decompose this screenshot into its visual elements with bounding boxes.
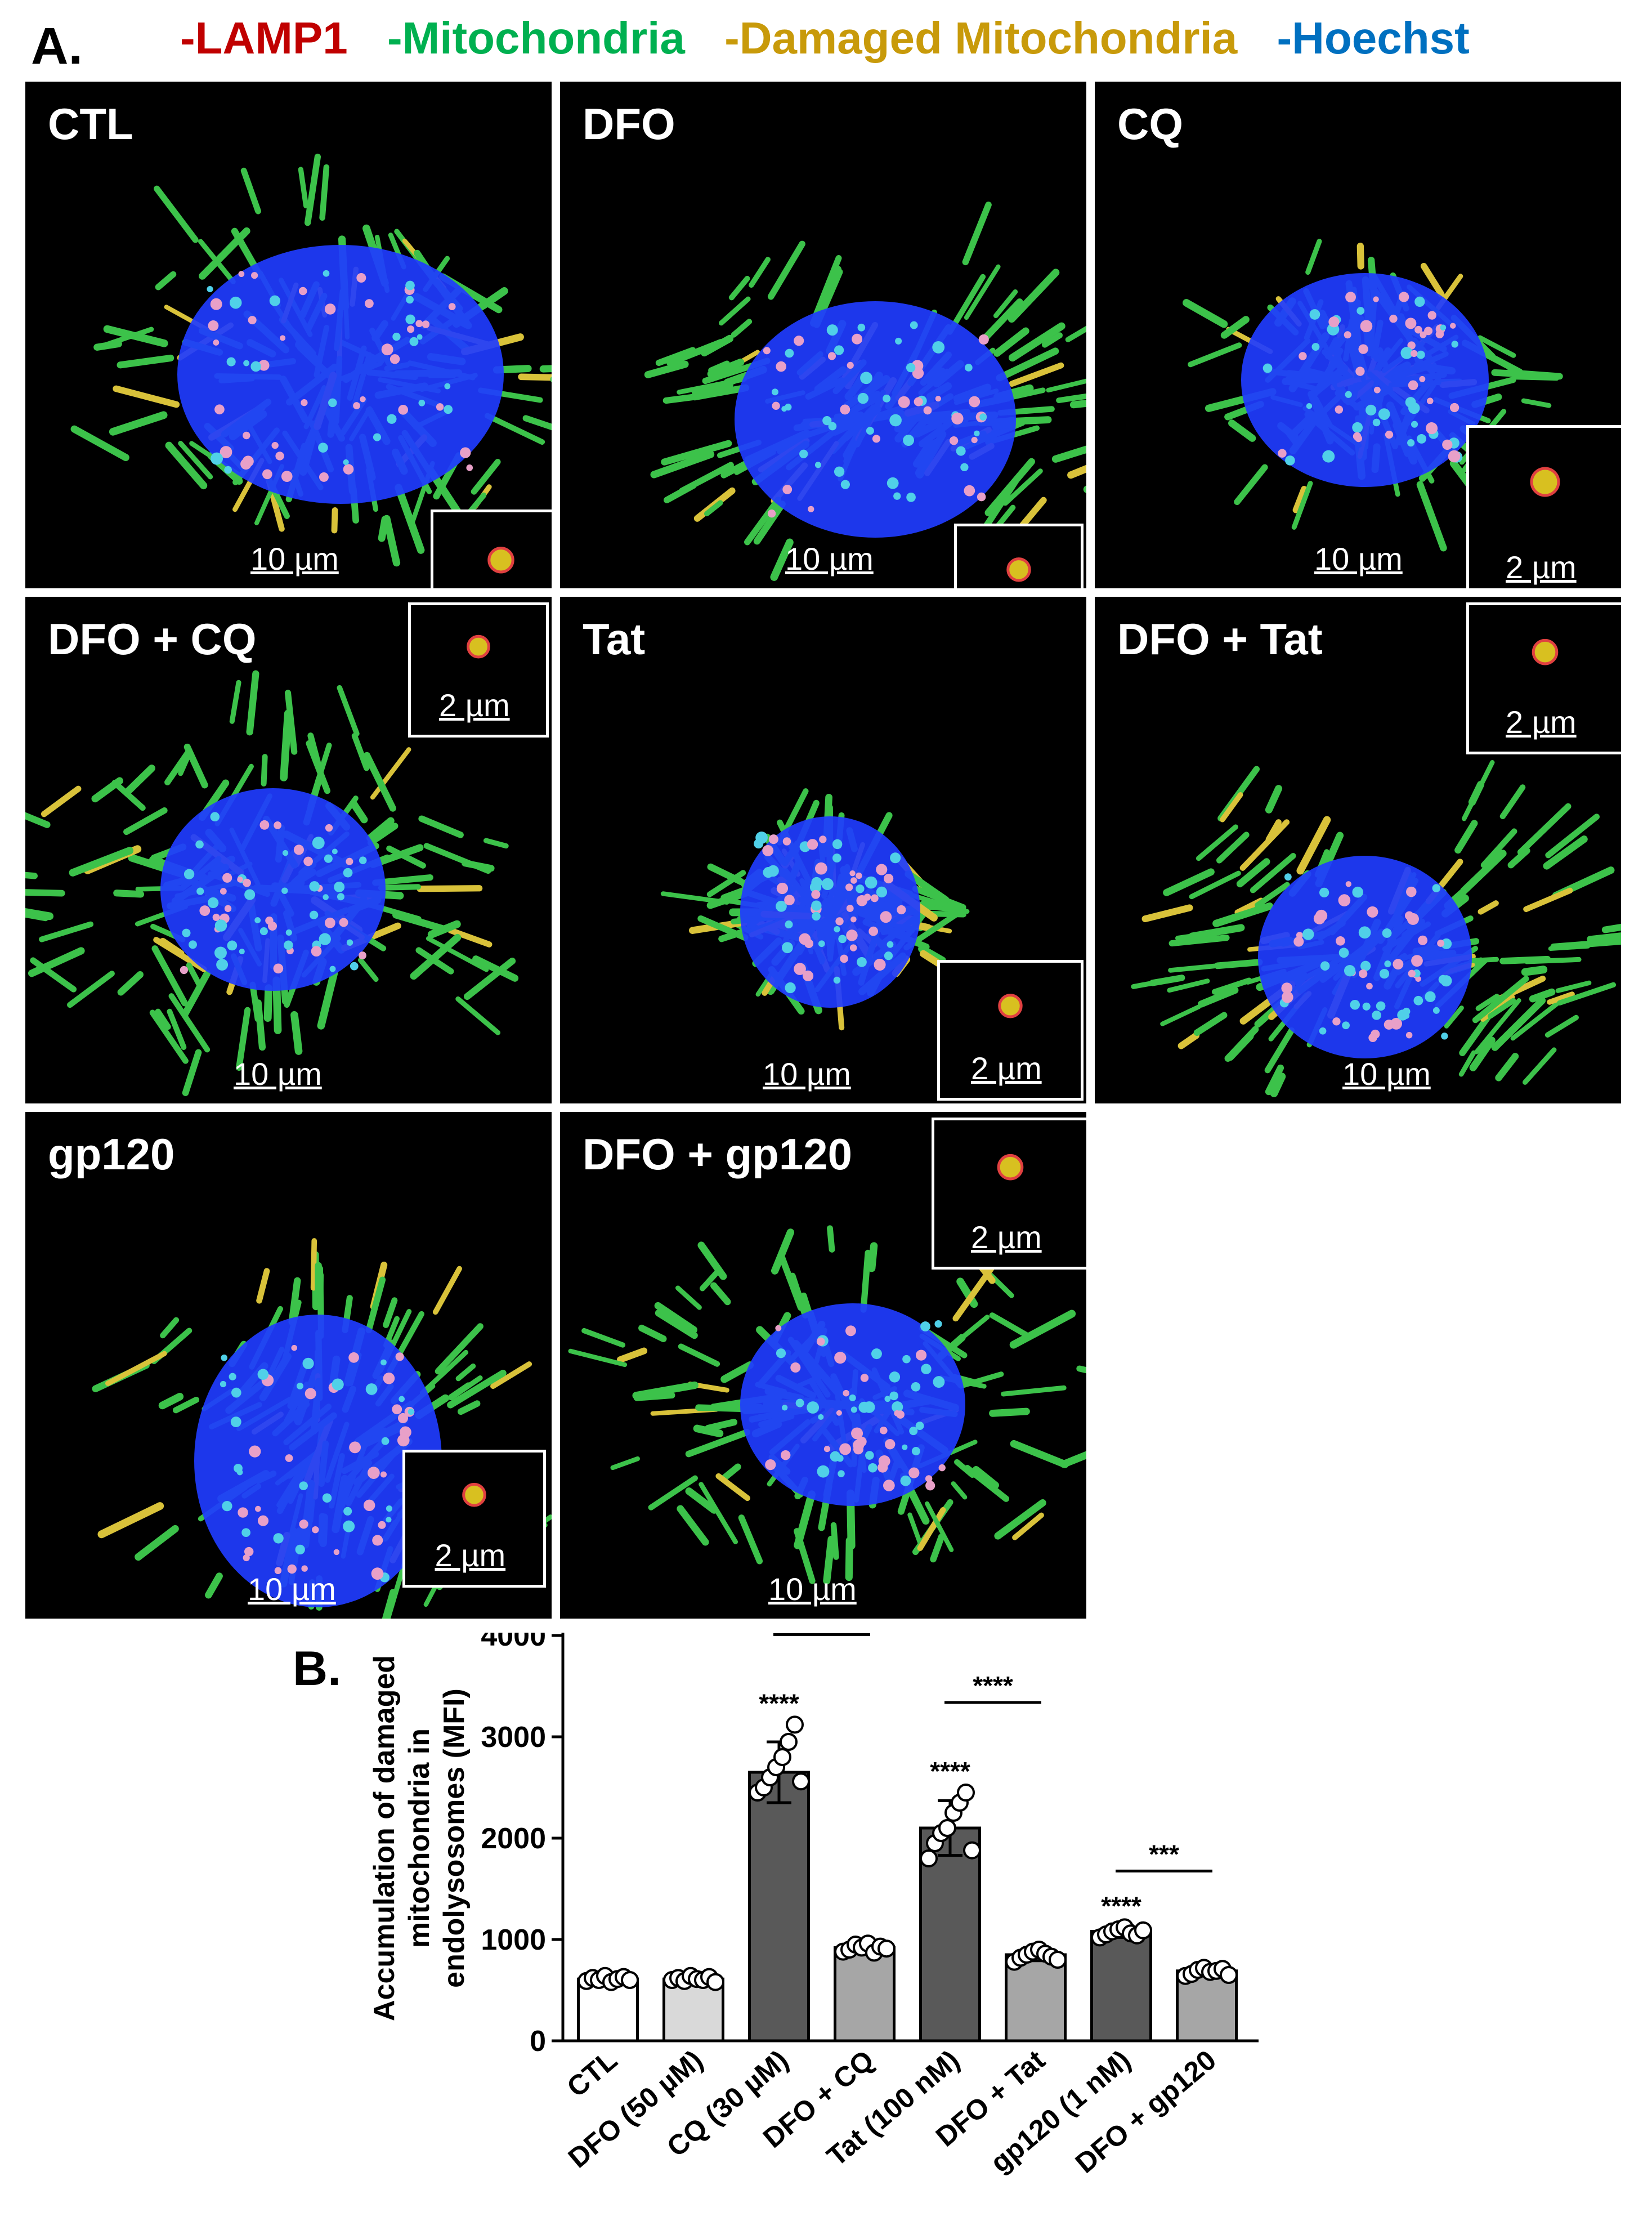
inset-scale-label: 2 µm [1506,704,1577,740]
cell-image [1131,760,1621,1097]
data-point [786,1715,804,1734]
comparison-label: **** [973,1671,1013,1700]
tile-title: DFO + CQ [48,614,257,664]
data-point [621,1971,639,1989]
zoom-inset: 2 µm [402,1450,546,1588]
data-point [773,1748,791,1766]
cell-image [660,788,982,1031]
micrograph-tile: DFO 10 µm 2 µm [560,82,1086,588]
scale-bar-label: 10 µm [248,1571,336,1607]
legend-damaged-mitochondria: -Damaged Mitochondria [724,13,1238,63]
y-tick-label: 2000 [481,1822,546,1855]
micrograph-tile: DFO + Tat 10 µm 2 µm [1095,597,1621,1103]
scale-bar-label: 10 µm [1314,541,1403,576]
cell-image [568,1225,1086,1585]
inset-scale-label: 2 µm [435,1538,506,1573]
data-point [938,1819,956,1837]
channel-legend: -LAMP1 -Mitochondria -Damaged Mitochondr… [180,12,1497,64]
data-point [957,1784,975,1802]
tile-title: DFO [583,99,675,149]
inset-scale-label: 2 µm [971,1219,1042,1255]
tile-title: CTL [48,99,133,149]
scale-bar-label: 10 µm [768,1571,857,1607]
zoom-inset: 2 µm [954,524,1084,588]
data-point [792,1772,810,1791]
tile-title: gp120 [48,1129,175,1179]
x-tick-label: CTL [561,2044,623,2103]
cell-image [70,153,552,567]
zoom-inset: 2 µm [431,510,552,588]
tile-title: DFO + gp120 [583,1129,852,1179]
data-point [706,1973,724,1991]
tile-title: CQ [1117,99,1183,149]
tile-title: Tat [583,614,646,664]
significance-label: **** [1101,1891,1141,1920]
micrograph-tile: Tat 10 µm 2 µm [560,597,1086,1103]
data-point [1134,1921,1152,1939]
cell-image [1183,239,1563,552]
data-point [963,1841,981,1860]
scale-bar-label: 10 µm [1342,1056,1431,1092]
zoom-inset: 2 µm [1466,425,1621,588]
micrograph-tile: CTL 10 µm 2 µm [25,82,552,588]
data-point [878,1939,896,1958]
inset-scale-label: 2 µm [1506,549,1577,585]
micrograph-tile: DFO + gp120 10 µm 2 µm [560,1112,1086,1619]
data-point [1049,1951,1067,1969]
cell-image [25,670,519,1096]
scale-bar-label: 10 µm [234,1056,322,1092]
scale-bar-label: 10 µm [785,541,874,576]
comparison-label: *** [1149,1839,1179,1869]
data-point [920,1849,938,1867]
panel-a-label: A. [31,17,83,75]
cell-image [644,202,1086,581]
inset-scale-label: 2 µm [971,1051,1042,1086]
significance-label: **** [759,1688,799,1718]
micrograph-tile: DFO + CQ 10 µm 2 µm [25,597,552,1103]
bar [748,1771,810,2043]
bar [1090,1930,1152,2043]
y-tick-label: 1000 [481,1924,546,1956]
bar [834,1946,896,2043]
bar-chart: 0 1000 2000 3000 4000 Accumulation of damaged… [368,1633,1259,2179]
micrograph-tile: gp120 10 µm 2 µm [25,1112,552,1619]
micrograph-tile: CQ 10 µm 2 µm [1095,82,1621,588]
legend-mitochondria: -Mitochondria [387,13,685,63]
significance-label: **** [930,1757,970,1786]
zoom-inset: 2 µm [1466,602,1621,754]
legend-hoechst: -Hoechst [1277,13,1470,63]
scale-bar-label: 10 µm [250,541,339,576]
y-tick-label: 4000 [481,1633,546,1652]
bar [662,1977,724,2043]
panel-b-label: B. [293,1642,341,1696]
zoom-inset: 2 µm [408,602,549,738]
y-tick-label: 0 [530,2025,546,2058]
data-point [1220,1966,1238,1984]
data-point [780,1733,798,1751]
legend-lamp1: -LAMP1 [180,13,348,63]
inset-scale-label: 2 µm [439,687,510,723]
y-tick-label: 3000 [481,1721,546,1754]
y-axis-label: Accumulation of damagedmitochondria inen… [368,1655,471,2021]
zoom-inset: 2 µm [937,960,1084,1101]
scale-bar-label: 10 µm [763,1056,851,1092]
zoom-inset: 2 µm [932,1118,1086,1270]
tile-title: DFO + Tat [1117,614,1323,664]
